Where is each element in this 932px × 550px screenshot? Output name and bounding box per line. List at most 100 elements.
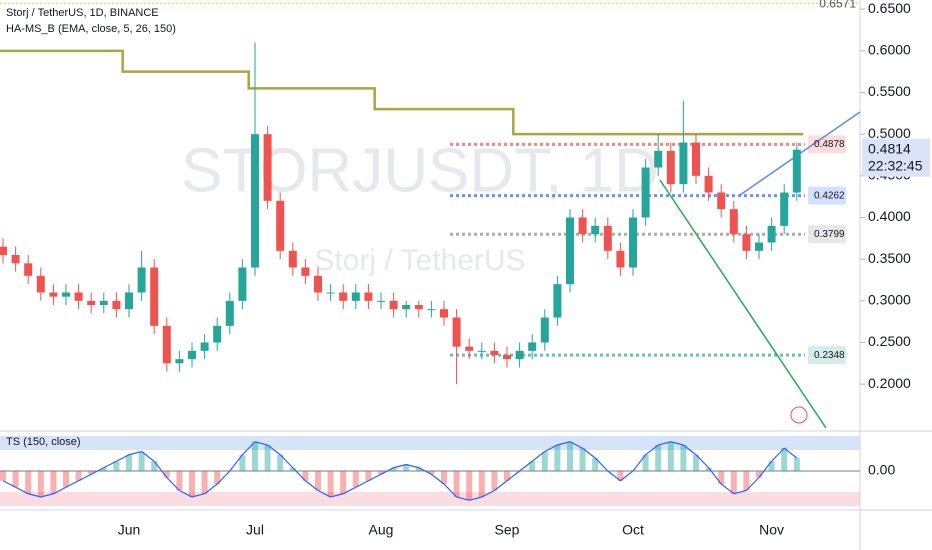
candle-body <box>263 134 272 201</box>
osc-bar <box>151 461 158 471</box>
indicator-label: HA-MS_B (EMA, close, 5, 26, 150) <box>6 23 176 35</box>
candle-body <box>755 242 763 251</box>
level-box <box>808 186 846 205</box>
osc-bar <box>264 445 271 471</box>
candle-body <box>654 150 663 168</box>
y-tick-label: 0.6500 <box>868 0 911 16</box>
trendline <box>659 179 827 429</box>
osc-line <box>2 441 798 501</box>
osc-bar <box>415 467 422 471</box>
osc-bar <box>63 471 69 488</box>
candle-body <box>780 192 789 226</box>
osc-bar <box>126 454 132 471</box>
candle-body <box>553 284 562 318</box>
candle-body <box>578 217 587 235</box>
candle-body <box>414 305 423 310</box>
osc-bar <box>12 471 19 488</box>
candle-body <box>99 300 108 305</box>
x-tick-label: Oct <box>622 522 644 538</box>
candle-body <box>0 246 7 255</box>
candle-body <box>566 217 574 285</box>
candle-body <box>515 350 524 360</box>
candle-body <box>503 355 511 360</box>
osc-bar <box>100 467 107 471</box>
candle-body <box>402 305 411 310</box>
osc-bar <box>327 471 334 497</box>
level-label: 0.4262 <box>814 190 845 201</box>
osc-bar <box>189 471 195 497</box>
candle-body <box>591 225 600 235</box>
candle-body <box>717 192 726 210</box>
level-label: 0.4878 <box>814 139 845 150</box>
candle-body <box>427 309 436 311</box>
candle-body <box>704 175 713 193</box>
candle-body <box>666 150 675 185</box>
osc-bar <box>453 471 460 497</box>
candle-body <box>87 300 96 305</box>
candle-body <box>188 350 196 360</box>
level-label: 0.2348 <box>814 350 845 361</box>
high-line-label: 0.6571 <box>819 0 856 10</box>
candle-body <box>301 267 310 276</box>
osc-bar <box>88 471 95 475</box>
osc-bar <box>642 454 649 471</box>
osc-bar <box>25 471 32 494</box>
candle-body <box>276 200 285 251</box>
candle-body <box>729 209 738 235</box>
last-price-box <box>862 138 930 177</box>
y-tick-label: 0.5500 <box>868 83 911 99</box>
candle-body <box>200 342 209 351</box>
candle-body <box>440 309 448 318</box>
osc-bar <box>201 471 208 494</box>
candle-body <box>364 292 373 301</box>
osc-bar <box>277 454 284 471</box>
osc-bar <box>214 471 221 484</box>
step-line <box>0 49 804 136</box>
osc-bar <box>504 471 510 481</box>
candle-body <box>175 359 184 364</box>
candle-body <box>389 300 398 310</box>
osc-bar <box>781 448 788 471</box>
osc-bar <box>302 471 309 481</box>
candle-body <box>251 134 259 268</box>
candle-body <box>465 346 474 351</box>
candle-body <box>62 292 70 297</box>
candle-body <box>74 292 83 301</box>
osc-bar <box>428 471 435 475</box>
candle-body <box>490 350 499 355</box>
osc-bar <box>340 471 347 494</box>
osc-bar <box>756 471 762 478</box>
candle-body <box>150 267 159 326</box>
osc-lower-band <box>0 492 860 506</box>
candle-body <box>616 250 625 268</box>
osc-bar <box>176 471 183 491</box>
osc-bar <box>529 461 536 471</box>
candle-body <box>603 225 612 251</box>
x-tick-label: Jun <box>118 522 141 538</box>
osc-bar <box>793 458 800 471</box>
x-tick-label: Jul <box>246 522 264 538</box>
osc-bar <box>365 471 372 481</box>
oscillator-label: TS (150, close) <box>6 436 81 448</box>
y-tick-label: 0.3500 <box>868 250 911 266</box>
osc-bar <box>138 451 145 471</box>
candle-body <box>326 292 335 294</box>
candle-body <box>213 325 222 343</box>
y-tick-label: 0.6000 <box>868 42 911 58</box>
candle-body <box>792 149 801 193</box>
osc-bar <box>403 464 410 471</box>
osc-bar <box>50 471 57 494</box>
watermark-sub: Storj / TetherUS <box>314 244 525 277</box>
osc-bar <box>390 467 397 471</box>
osc-bar <box>0 471 6 481</box>
osc-bar <box>113 461 120 471</box>
candle-body <box>641 167 650 218</box>
x-tick-label: Nov <box>759 522 784 538</box>
candle-body <box>112 300 121 310</box>
candle-body <box>477 350 486 352</box>
osc-bar <box>567 441 573 471</box>
y-tick-label: 0.2500 <box>868 333 911 349</box>
candle-body <box>629 217 637 268</box>
alert-icon[interactable] <box>790 406 808 424</box>
watermark: STORJUSDT, 1D <box>181 136 659 205</box>
